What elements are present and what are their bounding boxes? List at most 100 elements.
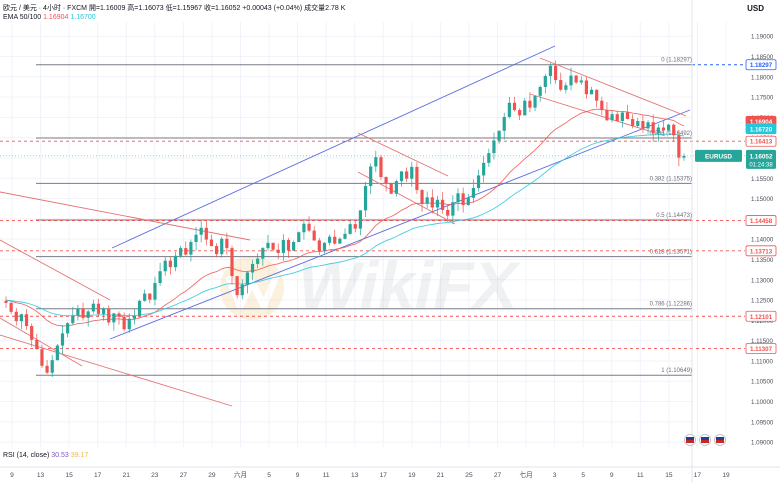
y-tick-label: 1.14000	[751, 237, 774, 244]
x-tick-label: 23	[151, 472, 159, 479]
candle-body	[163, 260, 167, 272]
watermark-text: WikiFX	[298, 248, 521, 322]
rsi-legend[interactable]: RSI (14, close) 30.53 39.17	[3, 452, 88, 459]
resistance-line-2[interactable]	[0, 239, 111, 301]
resistance-line-1[interactable]	[0, 191, 251, 241]
candle-body	[482, 162, 486, 176]
candle-body	[610, 114, 614, 121]
candle-body	[497, 130, 501, 141]
support-line-1[interactable]	[0, 317, 83, 367]
ema-label[interactable]: EMA 50/100	[3, 14, 42, 21]
channel-lower-line[interactable]	[109, 109, 691, 340]
candle-body	[112, 313, 116, 323]
candle-body	[440, 199, 445, 210]
candle-body	[410, 166, 414, 179]
candle-body	[358, 210, 363, 229]
candle-body	[631, 119, 635, 126]
candle-body	[343, 233, 347, 239]
candle-body	[338, 238, 342, 244]
support-resistance-lines	[0, 64, 745, 349]
wedge-upper-line[interactable]	[539, 57, 687, 117]
flag-lower-line[interactable]	[357, 171, 456, 225]
candle-body	[250, 263, 255, 273]
symbol-header[interactable]: 欧元 / 美元 · 4小时 · FXCM 開=1.16009 高=1.16073…	[3, 3, 345, 13]
currency-label: USD	[747, 4, 764, 13]
candle-body	[595, 89, 599, 101]
y-tick-label: 1.13000	[751, 277, 774, 284]
candle-body	[307, 223, 311, 231]
price-badge-label: 1.16720	[750, 126, 773, 133]
x-axis[interactable]: 9 13 15 17 21 23 27 29 六月 5 9 11 13 17 19 21 25 27 七月 3 5 9 11…	[0, 466, 780, 479]
candle-body	[369, 166, 373, 186]
candle-body	[276, 249, 280, 253]
fib-level-label: 0.382 (1.15375)	[650, 176, 692, 182]
candle-body	[240, 284, 244, 296]
x-tick-label: 25	[465, 472, 473, 479]
candle-body	[435, 199, 440, 208]
candle-body	[132, 315, 137, 319]
candle-body	[35, 339, 39, 350]
channel-upper-line[interactable]	[111, 45, 556, 249]
x-tick-label: 17	[380, 472, 388, 479]
candle-body	[605, 110, 609, 121]
y-tick-label: 1.13500	[751, 257, 774, 264]
candle-body	[194, 234, 198, 243]
candle-body	[333, 236, 337, 244]
candle-body	[399, 171, 404, 182]
candle-body	[507, 102, 511, 117]
wikifx-watermark: WikiFX	[220, 248, 521, 322]
candle-body	[179, 248, 183, 256]
candles	[4, 60, 686, 378]
candle-body	[14, 311, 18, 322]
price-badge	[745, 123, 777, 135]
symbol-title[interactable]: 欧元 / 美元 · 4小时 · FXCM	[3, 5, 87, 12]
candle-body	[271, 242, 275, 250]
candle-body	[4, 300, 8, 303]
candle-body	[101, 308, 106, 314]
candle-body	[55, 345, 59, 361]
price-badge	[745, 135, 777, 147]
candle-body	[45, 365, 49, 373]
y-tick-label: 1.11000	[751, 358, 773, 365]
candle-body	[50, 360, 54, 373]
candle-body	[230, 248, 234, 277]
candle-body	[225, 238, 229, 249]
wedge-lower-line[interactable]	[529, 93, 666, 137]
price-badge	[745, 59, 777, 71]
price-badge-label: 1.11307	[750, 346, 773, 353]
candle-body	[143, 293, 147, 301]
candle-body	[543, 75, 547, 87]
support-line-2[interactable]	[0, 334, 233, 407]
candle-body	[168, 260, 172, 268]
fib-level-label: 0.618 (1.13571)	[650, 250, 692, 256]
y-tick-label: 1.18000	[751, 74, 774, 81]
ema-legend[interactable]: EMA 50/100 1.16904 1.16700	[3, 14, 96, 21]
x-tick-label: 19	[408, 472, 416, 479]
candle-body	[220, 238, 224, 255]
candle-body	[107, 308, 111, 323]
candle-body	[415, 166, 419, 191]
flag-upper-line[interactable]	[357, 132, 449, 177]
candle-body	[327, 236, 332, 243]
candle-body	[425, 197, 429, 204]
candle-body	[471, 188, 476, 198]
candle-body	[569, 75, 573, 86]
candle-body	[24, 314, 29, 327]
candle-body	[317, 240, 321, 251]
candle-body	[127, 318, 131, 330]
x-tick-label: 9	[296, 472, 300, 479]
event-flags[interactable]	[684, 434, 726, 446]
x-tick-label: 17	[694, 472, 702, 479]
rsi-label[interactable]: RSI (14, close)	[3, 452, 50, 459]
price-badge	[745, 215, 777, 226]
candle-body	[502, 116, 506, 131]
y-tick-label: 1.09500	[751, 419, 774, 426]
candle-body	[487, 153, 491, 163]
candle-body	[672, 124, 676, 136]
candle-body	[682, 155, 686, 158]
y-axis[interactable]: 1.190001.185001.180001.175001.170001.165…	[691, 0, 774, 482]
candle-body	[420, 190, 424, 204]
